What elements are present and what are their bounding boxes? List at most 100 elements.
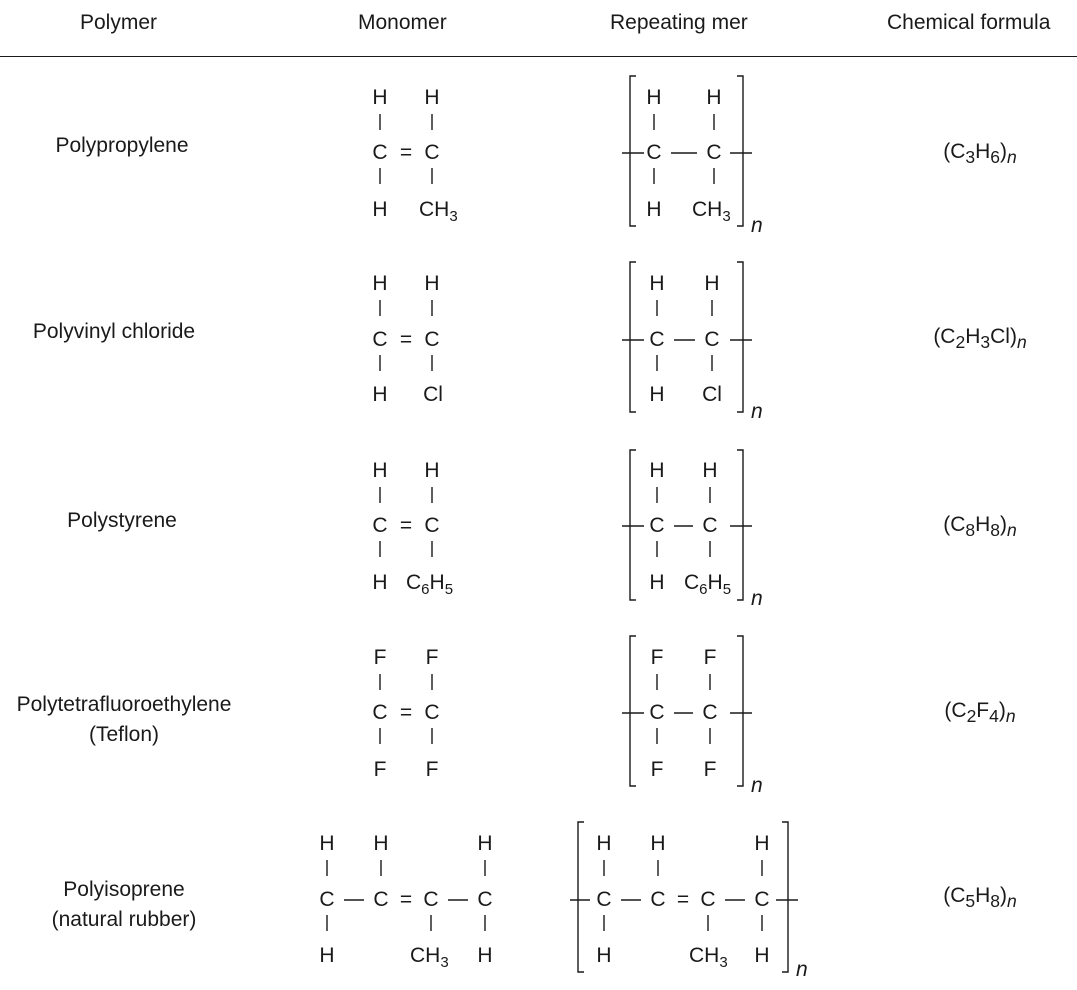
mer-polyvinyl-chloride: H H C C H Cl n <box>622 261 763 423</box>
svg-text:C: C <box>372 141 387 164</box>
svg-text:C: C <box>477 888 492 911</box>
svg-text:CH3: CH3 <box>689 944 728 971</box>
svg-text:H: H <box>319 944 334 967</box>
svg-text:=: = <box>400 328 412 351</box>
svg-text:C: C <box>649 701 664 724</box>
svg-text:H: H <box>477 944 492 967</box>
svg-text:H: H <box>372 383 387 406</box>
svg-text:C: C <box>754 888 769 911</box>
svg-text:C: C <box>649 328 664 351</box>
svg-text:CH3: CH3 <box>692 198 731 225</box>
polymer-name-polyvinyl-chloride: Polyvinyl chloride <box>0 317 244 347</box>
svg-text:CH3: CH3 <box>410 944 449 971</box>
svg-text:=: = <box>677 888 689 911</box>
svg-text:H: H <box>372 86 387 109</box>
svg-text:F: F <box>426 758 439 781</box>
polymer-subname: (Teflon) <box>88 723 160 746</box>
svg-text:F: F <box>704 758 717 781</box>
svg-text:C: C <box>424 514 439 537</box>
formula-ptfe: (C2F4)n <box>944 699 1016 727</box>
svg-text:C: C <box>596 888 611 911</box>
mer-polypropylene: H H C C H CH3 n <box>622 75 763 237</box>
polymer-name-polyisoprene: Polyisoprene (natural rubber) <box>0 875 254 935</box>
monomer-polyvinyl-chloride: H H C = C H Cl <box>372 272 443 406</box>
svg-text:=: = <box>400 888 412 911</box>
polymer-subname: (natural rubber) <box>51 908 197 931</box>
svg-text:C: C <box>423 888 438 911</box>
svg-text:H: H <box>424 459 439 482</box>
svg-text:=: = <box>400 141 412 164</box>
polymer-name: Polytetrafluoroethylene <box>16 693 232 716</box>
mer-subscript-n: n <box>751 774 763 797</box>
svg-text:C: C <box>700 888 715 911</box>
svg-text:H: H <box>649 459 664 482</box>
formula-polypropylene: (C3H6)n <box>943 140 1017 168</box>
mer-subscript-n: n <box>751 214 763 237</box>
substituent-label: Cl <box>423 383 443 406</box>
svg-text:H: H <box>706 86 721 109</box>
mer-subscript-n: n <box>796 958 808 981</box>
svg-text:H: H <box>372 571 387 594</box>
svg-text:H: H <box>650 832 665 855</box>
monomer-polypropylene: H H C = C H CH3 <box>372 86 457 225</box>
svg-text:H: H <box>424 272 439 295</box>
svg-text:H: H <box>646 198 661 221</box>
svg-text:C: C <box>372 514 387 537</box>
svg-text:F: F <box>426 646 439 669</box>
svg-text:H: H <box>373 832 388 855</box>
polymer-name-ptfe: Polytetrafluoroethylene (Teflon) <box>0 690 254 750</box>
svg-text:H: H <box>372 272 387 295</box>
svg-text:H: H <box>372 198 387 221</box>
svg-text:H: H <box>649 272 664 295</box>
svg-text:H: H <box>477 832 492 855</box>
svg-text:H: H <box>754 944 769 967</box>
mer-polystyrene: H H C C H C6H5 n <box>622 449 763 610</box>
svg-text:F: F <box>374 646 387 669</box>
svg-text:CH3: CH3 <box>419 198 458 225</box>
polymer-name: Polystyrene <box>67 509 177 532</box>
svg-text:H: H <box>649 383 664 406</box>
monomer-polyisoprene: H H H C C = C C H CH3 H <box>319 832 492 971</box>
formula-polystyrene: (C8H8)n <box>943 513 1017 541</box>
substituent-label: Cl <box>702 383 722 406</box>
svg-text:C: C <box>649 514 664 537</box>
svg-text:H: H <box>649 571 664 594</box>
svg-text:C: C <box>706 141 721 164</box>
svg-text:C6H5: C6H5 <box>406 571 453 598</box>
header-polymer: Polymer <box>80 11 158 34</box>
svg-text:=: = <box>400 701 412 724</box>
svg-text:C: C <box>319 888 334 911</box>
svg-text:C: C <box>424 328 439 351</box>
svg-text:F: F <box>374 758 387 781</box>
svg-text:C: C <box>704 328 719 351</box>
mer-ptfe: F F C C F F n <box>622 635 763 797</box>
polymer-name-polypropylene: Polypropylene <box>0 131 252 161</box>
header-monomer: Monomer <box>358 11 447 34</box>
svg-text:C: C <box>650 888 665 911</box>
mer-subscript-n: n <box>751 587 763 610</box>
svg-text:=: = <box>400 514 412 537</box>
formula-polyvinyl-chloride: (C2H3Cl)n <box>933 325 1027 353</box>
svg-text:H: H <box>704 272 719 295</box>
svg-text:H: H <box>596 832 611 855</box>
svg-text:C: C <box>424 141 439 164</box>
svg-text:H: H <box>319 832 334 855</box>
svg-text:C: C <box>372 701 387 724</box>
svg-text:C: C <box>702 514 717 537</box>
svg-text:H: H <box>646 86 661 109</box>
svg-text:C: C <box>373 888 388 911</box>
mer-subscript-n: n <box>751 400 763 423</box>
header-rule <box>0 56 1077 57</box>
svg-text:F: F <box>651 646 664 669</box>
mer-polyisoprene: H H H C C = C C H CH3 H n <box>570 821 808 981</box>
monomer-polystyrene: H H C = C H C6H5 <box>372 459 453 598</box>
svg-text:C: C <box>702 701 717 724</box>
svg-text:C6H5: C6H5 <box>684 571 731 598</box>
svg-text:C: C <box>646 141 661 164</box>
svg-text:C: C <box>372 328 387 351</box>
svg-text:F: F <box>651 758 664 781</box>
svg-text:H: H <box>702 459 717 482</box>
svg-text:H: H <box>754 832 769 855</box>
header-repeating-mer: Repeating mer <box>610 11 748 34</box>
